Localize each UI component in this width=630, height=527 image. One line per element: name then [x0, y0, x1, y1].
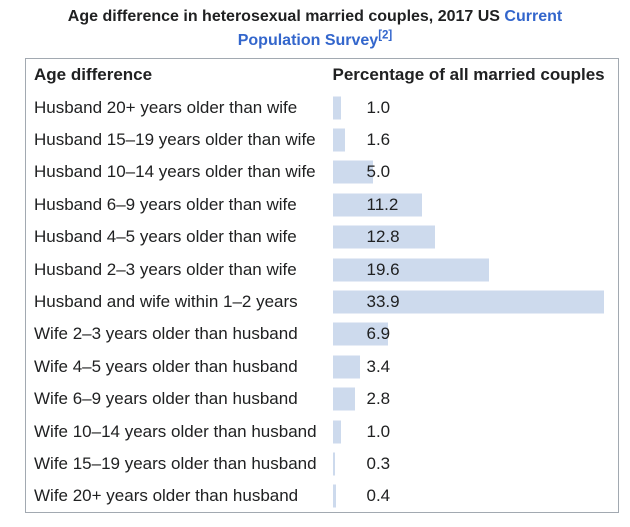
page: { "caption": { "text_before_link": "Age … — [0, 5, 630, 527]
percentage-bar — [332, 322, 388, 346]
row-label: Husband 6–9 years older than wife — [34, 194, 297, 214]
row-value: 1.0 — [366, 421, 391, 441]
table-row: Husband and wife within 1–2 years 33.9 — [26, 286, 619, 318]
table-row: Wife 2–3 years older than husband 6.9 — [26, 318, 619, 350]
row-label: Wife 4–5 years older than husband — [34, 356, 298, 376]
table-row: Wife 4–5 years older than husband 3.4 — [26, 351, 619, 383]
percentage-bar — [332, 452, 335, 476]
row-value: 3.4 — [366, 356, 391, 376]
table-header: Age difference Percentage of all married… — [26, 59, 619, 92]
percentage-bar — [332, 225, 435, 249]
row-label: Wife 6–9 years older than husband — [34, 389, 298, 409]
percentage-bar — [332, 355, 360, 379]
row-value: 1.0 — [366, 97, 391, 117]
row-value: 19.6 — [366, 259, 400, 279]
row-value: 1.6 — [366, 130, 391, 150]
percentage-bar — [332, 290, 604, 314]
table-row: Husband 20+ years older than wife 1.0 — [26, 92, 619, 124]
table-body: Husband 20+ years older than wife 1.0 Hu… — [26, 92, 619, 513]
table-row: Wife 10–14 years older than husband 1.0 — [26, 415, 619, 447]
row-label: Husband 2–3 years older than wife — [34, 259, 297, 279]
percentage-bar — [332, 160, 373, 184]
row-value: 2.8 — [366, 389, 391, 409]
table-row: Husband 15–19 years older than wife 1.6 — [26, 124, 619, 156]
table-row: Husband 4–5 years older than wife 12.8 — [26, 221, 619, 253]
reference-2-link[interactable]: [2] — [378, 29, 393, 42]
caption-text: Age difference in heterosexual married c… — [67, 8, 505, 25]
percentage-bar — [332, 420, 341, 444]
percentage-bar — [332, 484, 336, 508]
percentage-bar — [332, 258, 490, 282]
row-label: Wife 15–19 years older than husband — [34, 453, 317, 473]
table-row: Wife 6–9 years older than husband 2.8 — [26, 383, 619, 415]
row-value: 12.8 — [366, 227, 400, 247]
row-label: Husband 15–19 years older than wife — [34, 130, 316, 150]
table-row: Husband 6–9 years older than wife 11.2 — [26, 189, 619, 221]
row-label: Wife 20+ years older than husband — [34, 486, 299, 506]
row-label: Husband and wife within 1–2 years — [34, 292, 298, 312]
col-header-percentage: Percentage of all married couples — [332, 65, 605, 85]
row-label: Husband 20+ years older than wife — [34, 97, 298, 117]
table-row: Wife 15–19 years older than husband 0.3 — [26, 448, 619, 480]
row-value: 11.2 — [366, 194, 399, 214]
col-header-age-difference: Age difference — [34, 65, 153, 85]
row-value: 0.3 — [366, 453, 391, 473]
row-label: Husband 10–14 years older than wife — [34, 162, 316, 182]
row-label: Wife 2–3 years older than husband — [34, 324, 298, 344]
row-label: Husband 4–5 years older than wife — [34, 227, 297, 247]
table-row: Husband 2–3 years older than wife 19.6 — [26, 253, 619, 285]
row-value: 6.9 — [366, 324, 391, 344]
cps-link[interactable]: Current Population Survey — [237, 8, 563, 49]
reference-2[interactable]: [2] — [378, 30, 392, 42]
table-row: Wife 20+ years older than husband 0.4 — [26, 480, 619, 512]
table-caption: Age difference in heterosexual married c… — [38, 5, 593, 53]
percentage-bar — [332, 128, 346, 152]
percentage-bar — [332, 96, 341, 120]
row-label: Wife 10–14 years older than husband — [34, 421, 317, 441]
percentage-bar — [332, 193, 423, 217]
table-row: Husband 10–14 years older than wife 5.0 — [26, 156, 619, 188]
row-value: 0.4 — [366, 486, 391, 506]
percentage-bar — [332, 387, 355, 411]
row-value: 33.9 — [366, 292, 400, 312]
age-difference-table: Age difference Percentage of all married… — [25, 58, 619, 514]
row-value: 5.0 — [366, 162, 391, 182]
header-row: Age difference Percentage of all married… — [26, 59, 619, 92]
